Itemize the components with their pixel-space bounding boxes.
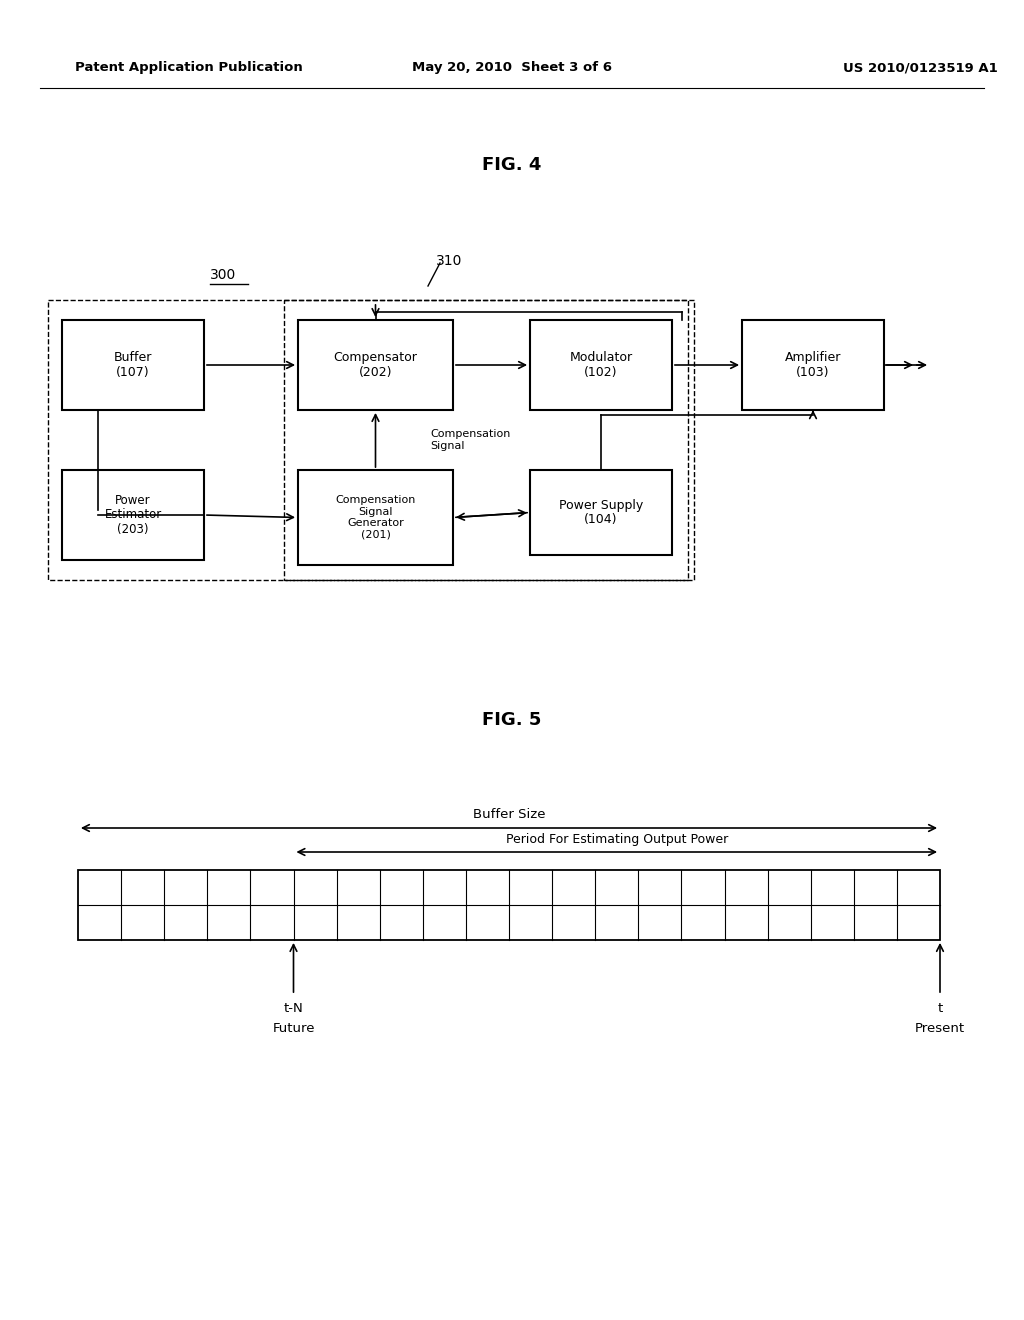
Text: Modulator
(102): Modulator (102) <box>569 351 633 379</box>
Text: Power Supply
(104): Power Supply (104) <box>559 499 643 527</box>
Bar <box>284 300 694 579</box>
Bar <box>298 319 453 411</box>
Text: 300: 300 <box>210 268 237 282</box>
Text: 310: 310 <box>436 253 463 268</box>
Bar <box>298 470 453 565</box>
Text: FIG. 5: FIG. 5 <box>482 711 542 729</box>
Text: May 20, 2010  Sheet 3 of 6: May 20, 2010 Sheet 3 of 6 <box>412 62 612 74</box>
Text: Amplifier
(103): Amplifier (103) <box>784 351 841 379</box>
Bar <box>62 319 204 411</box>
Bar <box>48 300 688 579</box>
Text: Compensation
Signal
Generator
(201): Compensation Signal Generator (201) <box>335 495 416 540</box>
Text: Buffer Size: Buffer Size <box>473 808 545 821</box>
Text: Patent Application Publication: Patent Application Publication <box>75 62 303 74</box>
Bar <box>530 470 672 554</box>
Bar <box>742 319 884 411</box>
Text: Buffer
(107): Buffer (107) <box>114 351 153 379</box>
Text: FIG. 4: FIG. 4 <box>482 156 542 174</box>
Text: Present: Present <box>914 1022 965 1035</box>
Text: US 2010/0123519 A1: US 2010/0123519 A1 <box>843 62 997 74</box>
Text: Compensation
Signal: Compensation Signal <box>430 429 511 451</box>
Text: Power
Estimator
(203): Power Estimator (203) <box>104 494 162 536</box>
Text: t: t <box>937 1002 943 1015</box>
Text: t-N: t-N <box>284 1002 303 1015</box>
Bar <box>78 870 940 940</box>
Bar <box>62 470 204 560</box>
Bar <box>530 319 672 411</box>
Text: Future: Future <box>272 1022 314 1035</box>
Text: Period For Estimating Output Power: Period For Estimating Output Power <box>506 833 728 846</box>
Text: Compensator
(202): Compensator (202) <box>334 351 418 379</box>
